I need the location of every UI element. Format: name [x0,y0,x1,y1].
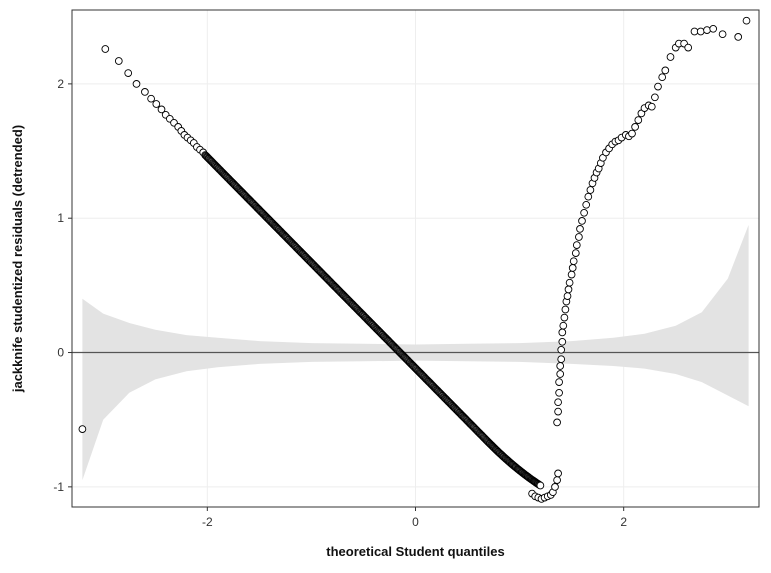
data-point-526 [658,73,667,82]
data-point-484 [559,321,568,330]
y-axis-title: jackknife studentized residuals (detrend… [10,125,25,393]
data-point-537 [718,30,727,39]
data-point-502 [586,186,595,194]
x-axis-title: theoretical Student quantiles [326,544,504,559]
data-point-2 [114,57,123,65]
data-point-478 [556,370,565,378]
x-tick-label-0: -2 [202,515,213,529]
data-point-8 [157,105,166,114]
data-point-524 [651,93,659,102]
data-point-519 [634,116,643,124]
y-tick-label-0: -1 [53,480,64,494]
data-point-535 [703,26,711,34]
data-point-500 [582,200,591,209]
data-point-6 [147,94,155,103]
data-point-495 [572,241,581,249]
data-point-461 [536,481,545,490]
data-point-501 [584,192,593,201]
data-point-5 [141,88,149,96]
data-point-489 [564,285,573,294]
data-point-1 [101,45,110,53]
axis-ticks: -2 0 2 -1 0 1 2 [53,77,627,529]
data-point-486 [561,305,570,314]
data-point-481 [557,345,566,354]
data-point-480 [557,355,566,364]
x-tick-label-2: 2 [620,515,627,529]
data-point-479 [556,362,565,370]
data-point-485 [560,313,569,322]
data-point-0 [78,425,87,433]
data-point-488 [563,292,572,300]
y-tick-label-2: 1 [57,211,64,225]
data-point-498 [578,217,586,225]
data-point-3 [124,69,133,77]
y-tick-label-1: 0 [57,346,64,360]
data-point-518 [631,123,639,131]
data-point-483 [558,328,567,337]
data-point-493 [569,257,578,266]
data-point-482 [558,337,567,346]
data-point-7 [152,100,161,108]
data-point-471 [553,476,561,484]
data-point-492 [568,264,577,272]
data-point-497 [576,225,584,233]
data-point-474 [554,407,562,416]
data-point-475 [554,398,562,407]
x-tick-label-1: 0 [412,515,419,529]
y-tick-label-3: 2 [57,77,64,91]
data-point-496 [575,233,583,241]
data-point-517 [628,129,636,138]
data-point-490 [565,278,574,287]
data-point-525 [654,82,662,91]
data-point-472 [554,469,562,478]
data-point-477 [555,378,563,386]
data-point-473 [553,418,561,427]
data-point-539 [742,16,751,25]
data-point-536 [709,24,718,33]
data-point-523 [647,102,656,111]
data-point-527 [661,66,670,75]
data-point-4 [132,80,141,88]
data-point-538 [734,33,743,41]
data-point-532 [684,43,693,52]
data-point-476 [555,388,563,397]
data-point-534 [696,27,705,36]
data-point-528 [666,53,675,61]
data-point-494 [571,249,580,257]
data-point-499 [580,208,588,217]
data-point-491 [567,270,576,279]
data-point-470 [551,483,559,491]
data-points [78,16,751,503]
